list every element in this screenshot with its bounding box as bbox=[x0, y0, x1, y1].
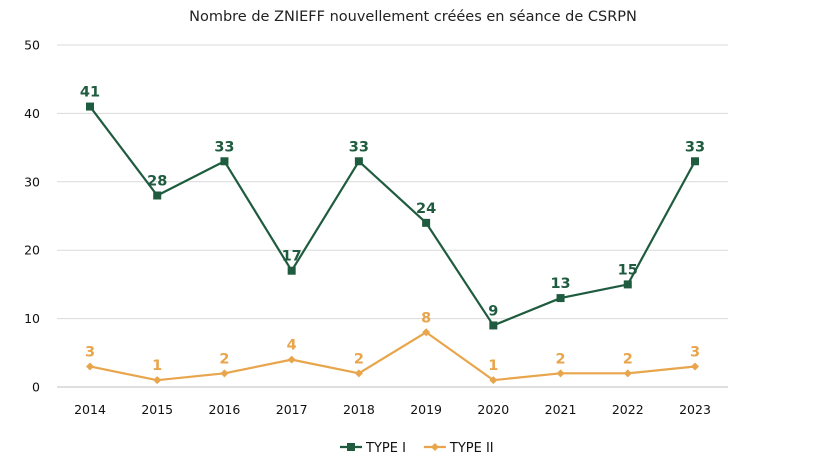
data-point bbox=[422, 328, 431, 337]
x-tick-label: 2019 bbox=[410, 402, 442, 417]
legend-marker bbox=[347, 443, 355, 451]
data-label: 2 bbox=[623, 351, 633, 367]
x-tick-label: 2020 bbox=[477, 402, 509, 417]
legend-marker bbox=[430, 443, 439, 451]
data-label: 33 bbox=[214, 139, 234, 155]
data-label: 41 bbox=[80, 85, 100, 101]
y-tick-label: 40 bbox=[24, 106, 40, 121]
series-line bbox=[89, 105, 696, 327]
y-axis: 0 10 20 30 40 50 bbox=[24, 38, 40, 395]
data-point bbox=[556, 369, 565, 378]
x-tick-label: 2015 bbox=[141, 402, 173, 417]
x-tick-label: 2017 bbox=[276, 402, 308, 417]
data-label: 33 bbox=[685, 139, 705, 155]
legend-label: TYPE I bbox=[365, 441, 406, 456]
data-label: 8 bbox=[421, 310, 431, 326]
data-label: 2 bbox=[219, 351, 229, 367]
data-point bbox=[86, 102, 94, 111]
data-label: 2 bbox=[354, 351, 364, 367]
data-point bbox=[153, 191, 162, 200]
data-label: 9 bbox=[488, 303, 498, 319]
data-label: 2 bbox=[556, 351, 566, 367]
x-tick-label: 2021 bbox=[545, 402, 577, 417]
legend: TYPE I TYPE II bbox=[340, 441, 494, 456]
x-tick-label: 2016 bbox=[209, 402, 241, 417]
data-point bbox=[220, 157, 229, 166]
y-tick-label: 20 bbox=[24, 243, 40, 258]
data-point bbox=[153, 376, 162, 385]
data-point bbox=[287, 266, 296, 275]
data-point bbox=[623, 369, 632, 378]
x-tick-label: 2023 bbox=[679, 402, 711, 417]
data-point bbox=[287, 355, 296, 364]
y-tick-label: 0 bbox=[32, 380, 40, 395]
data-point bbox=[489, 376, 498, 385]
series-1: 41 28 33 17 33 24 9 13 15 33 bbox=[80, 85, 705, 330]
data-label: 15 bbox=[618, 262, 638, 278]
y-tick-label: 50 bbox=[24, 38, 40, 53]
x-tick-label: 2018 bbox=[343, 402, 375, 417]
y-tick-label: 10 bbox=[24, 311, 40, 326]
x-axis: 2014 2015 2016 2017 2018 2019 2020 2021 2022 2023 bbox=[74, 402, 711, 417]
chart-title: Nombre de ZNIEFF nouvellement créées en … bbox=[189, 9, 637, 25]
y-tick-label: 30 bbox=[24, 174, 40, 189]
data-point bbox=[556, 294, 565, 303]
data-point bbox=[354, 157, 363, 166]
data-point bbox=[86, 362, 94, 371]
data-point bbox=[691, 157, 699, 166]
data-label: 3 bbox=[690, 344, 700, 360]
legend-label: TYPE II bbox=[449, 441, 494, 456]
data-label: 33 bbox=[349, 139, 369, 155]
x-tick-label: 2022 bbox=[612, 402, 644, 417]
series-line bbox=[89, 331, 696, 382]
data-point bbox=[354, 369, 363, 378]
data-point bbox=[422, 218, 431, 227]
data-label: 28 bbox=[147, 173, 167, 189]
data-label: 4 bbox=[287, 338, 297, 354]
gridlines bbox=[57, 44, 728, 388]
x-tick-label: 2014 bbox=[74, 402, 106, 417]
data-label: 24 bbox=[416, 201, 436, 217]
data-point bbox=[623, 280, 632, 289]
legend-item-2: TYPE II bbox=[423, 441, 494, 456]
data-point bbox=[691, 362, 699, 371]
legend-item-1: TYPE I bbox=[340, 441, 406, 456]
data-label: 1 bbox=[488, 358, 498, 374]
data-label: 17 bbox=[282, 249, 302, 265]
data-label: 1 bbox=[152, 358, 162, 374]
series-2: 3 1 2 4 2 8 1 2 2 3 bbox=[85, 310, 700, 385]
data-label: 3 bbox=[85, 344, 95, 360]
data-label: 13 bbox=[550, 276, 570, 292]
data-point bbox=[220, 369, 229, 378]
data-point bbox=[489, 321, 498, 330]
